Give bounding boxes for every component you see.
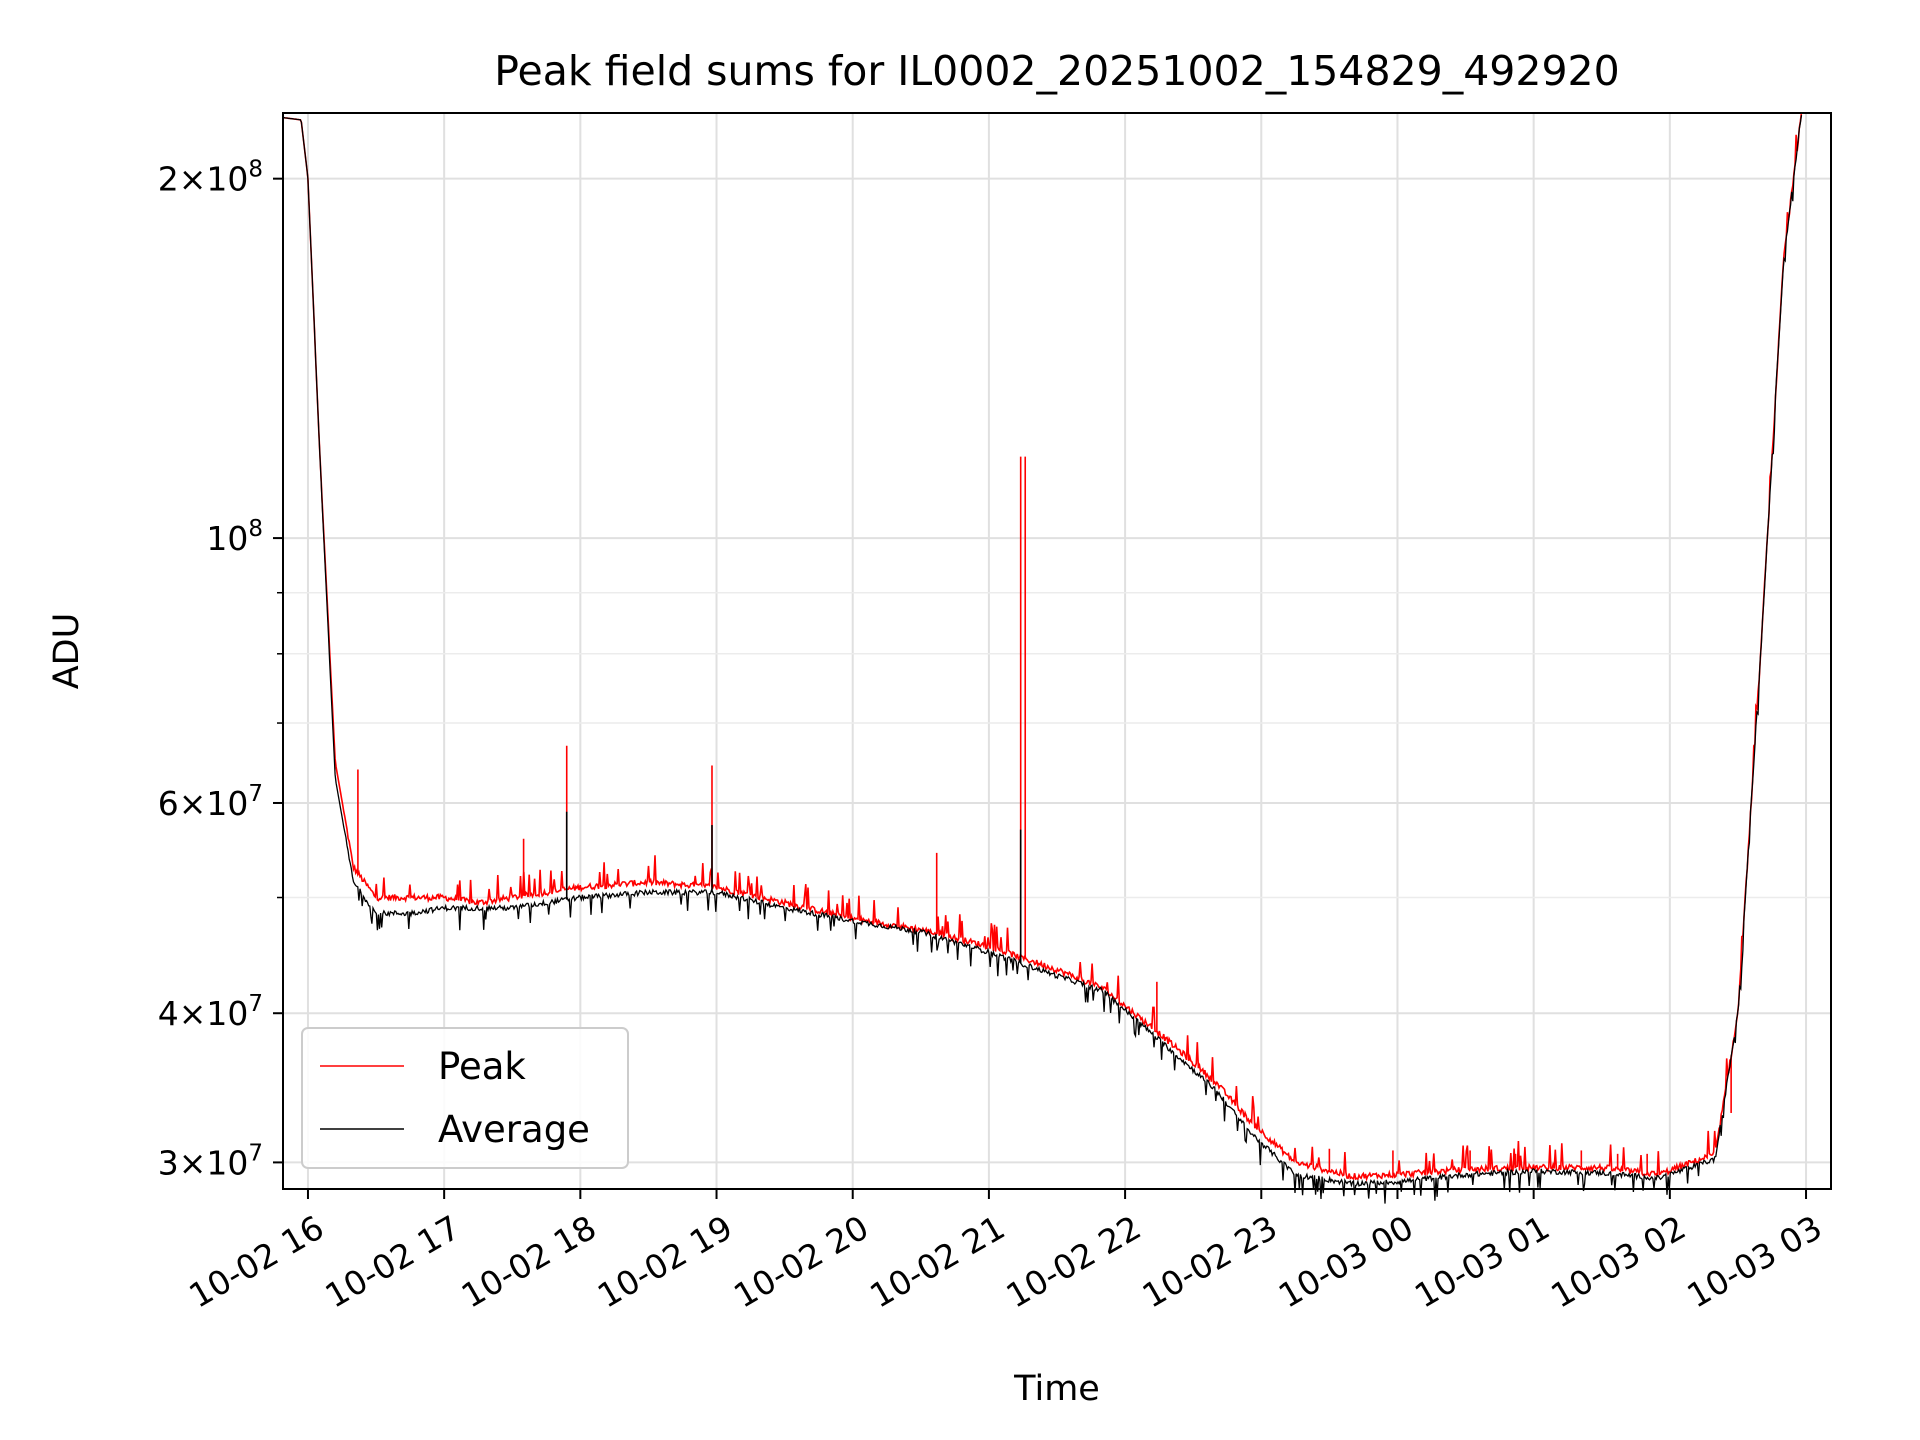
legend-label-average: Average (438, 1108, 590, 1151)
series-layer (282, 112, 1803, 1204)
series-line-peak (282, 112, 1803, 1182)
y-axis-label: ADU (47, 613, 87, 690)
y-tick-label: 3×107 (158, 1140, 263, 1182)
legend-box (301, 1027, 629, 1169)
y-tick-label: 2×108 (158, 157, 263, 199)
y-tick-label: 6×107 (158, 781, 263, 823)
series-line-average (282, 115, 1803, 1204)
y-tick-label: 4×107 (158, 991, 263, 1033)
plot-frame (282, 112, 1832, 1190)
legend-label-peak: Peak (438, 1045, 526, 1088)
legend: Peak Average (301, 1027, 629, 1169)
series-average (282, 115, 1803, 1204)
chart-title: Peak field sums for IL0002_20251002_1548… (494, 47, 1619, 95)
y-tick-label: 108 (206, 516, 263, 558)
x-axis-label: Time (1013, 1369, 1100, 1409)
grid-lines (283, 113, 1831, 1189)
